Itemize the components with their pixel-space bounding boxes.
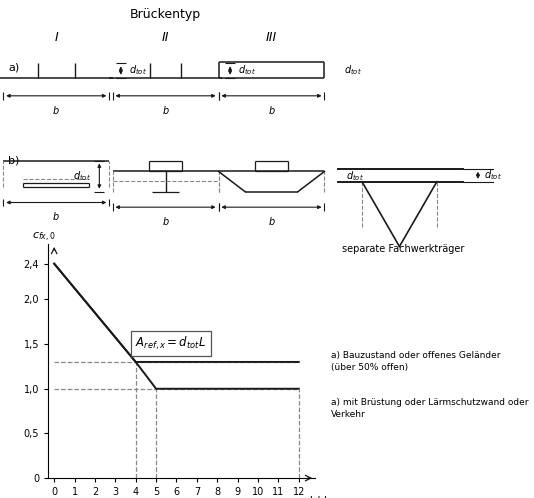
Text: b): b) <box>8 155 20 165</box>
Text: III: III <box>266 31 277 44</box>
Text: $b$: $b$ <box>268 215 276 227</box>
Text: $d_{tot}$: $d_{tot}$ <box>483 168 501 182</box>
Text: $b$: $b$ <box>162 104 169 116</box>
Text: II: II <box>162 31 169 44</box>
Text: $d_{tot}$: $d_{tot}$ <box>238 64 256 78</box>
Text: $A_{ref,x}=d_{tot}L$: $A_{ref,x}=d_{tot}L$ <box>136 335 206 352</box>
Text: $d_{tot}$: $d_{tot}$ <box>346 169 364 183</box>
Text: $c_{fx,0}$: $c_{fx,0}$ <box>32 231 56 244</box>
Text: $d_{tot}$: $d_{tot}$ <box>73 169 91 183</box>
Text: a) mit Brüstung oder Lärmschutzwand oder
Verkehr: a) mit Brüstung oder Lärmschutzwand oder… <box>331 398 529 419</box>
Text: $d_{tot}$: $d_{tot}$ <box>129 64 147 78</box>
Text: a) Bauzustand oder offenes Geländer
(über 50% offen): a) Bauzustand oder offenes Geländer (übe… <box>331 351 500 372</box>
Text: $b$: $b$ <box>52 210 60 222</box>
Text: $b$: $b$ <box>268 104 276 116</box>
Text: I: I <box>54 31 58 44</box>
Text: a): a) <box>8 62 20 72</box>
Text: $b$: $b$ <box>162 215 169 227</box>
Text: Brückentyp: Brückentyp <box>130 8 201 21</box>
Text: $b/d_{tot}$: $b/d_{tot}$ <box>308 494 339 498</box>
Text: $b$: $b$ <box>52 104 60 116</box>
Text: $d_{tot}$: $d_{tot}$ <box>344 63 362 77</box>
Text: separate Fachwerkträger: separate Fachwerkträger <box>342 245 465 254</box>
